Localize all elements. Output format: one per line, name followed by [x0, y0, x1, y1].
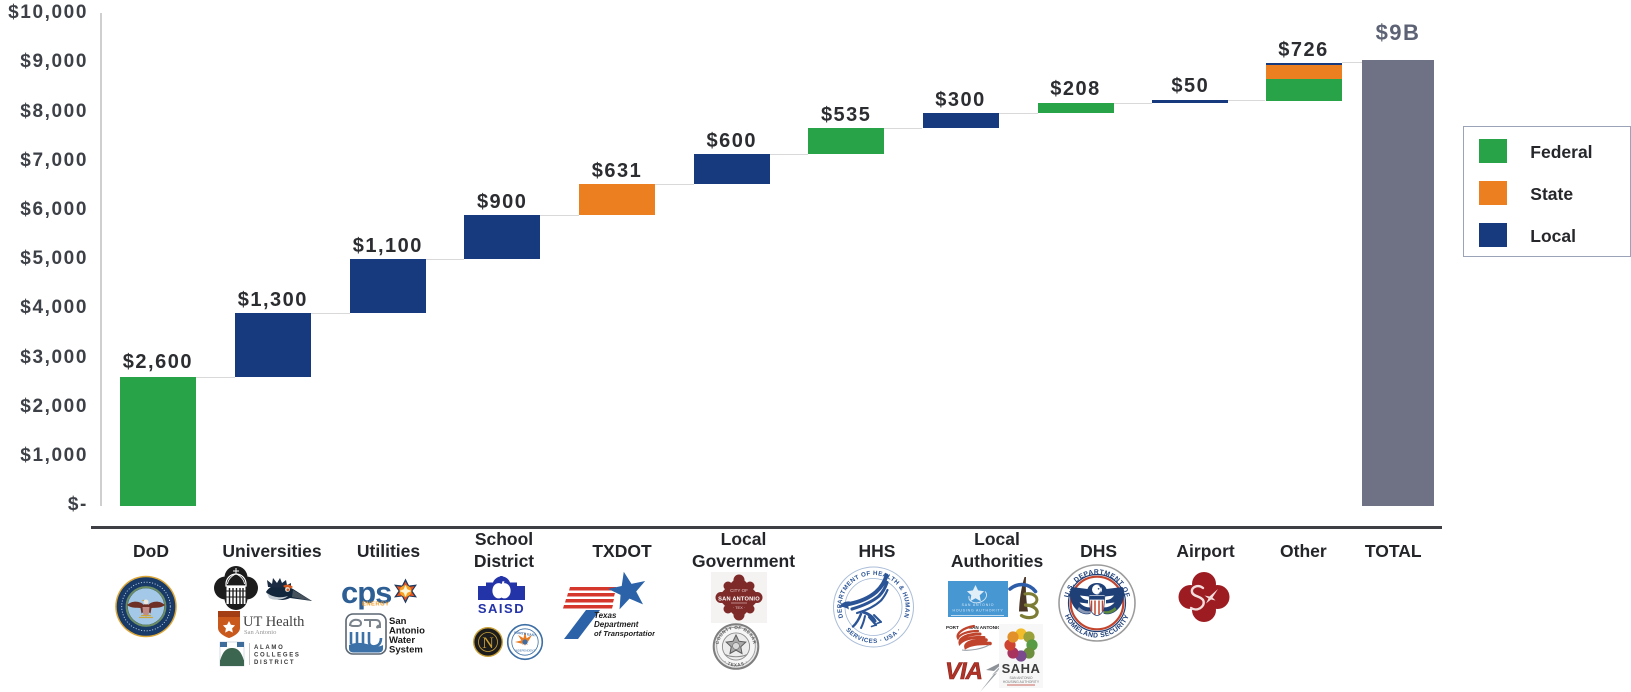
svg-text:DISTRICT: DISTRICT: [254, 660, 295, 666]
svg-text:Texas: Texas: [594, 611, 617, 620]
svg-text:PORT: PORT: [946, 625, 959, 630]
svg-text:San Antonio: San Antonio: [244, 629, 276, 636]
svg-text:· TEX ·: · TEX ·: [733, 605, 746, 610]
svg-text:SAISD: SAISD: [478, 601, 525, 616]
svg-text:cps: cps: [341, 576, 391, 610]
svg-text:HOUSING AUTHORITY: HOUSING AUTHORITY: [1003, 680, 1040, 684]
svg-text:INDEPENDENT: INDEPENDENT: [515, 649, 535, 653]
svg-text:SAN ANTONIO: SAN ANTONIO: [962, 603, 995, 607]
svg-text:HOUSING AUTHORITY: HOUSING AUTHORITY: [953, 609, 1004, 613]
svg-text:of Transportation: of Transportation: [594, 629, 655, 638]
svg-text:ALAMO: ALAMO: [254, 645, 285, 651]
svg-text:System: System: [389, 645, 423, 656]
svg-text:San: San: [389, 616, 407, 627]
svg-text:SAN ANTONIO: SAN ANTONIO: [718, 597, 760, 603]
svg-text:SAN ANTONIO: SAN ANTONIO: [969, 625, 1001, 630]
svg-text:N: N: [482, 635, 494, 652]
svg-text:Antonio: Antonio: [389, 626, 425, 637]
svg-text:· TEXAS ·: · TEXAS ·: [723, 659, 749, 668]
svg-text:CITY OF: CITY OF: [730, 588, 748, 593]
svg-text:SAHA: SAHA: [1002, 661, 1041, 676]
svg-text:ENERGY: ENERGY: [362, 602, 389, 608]
svg-text:NORTH EAST: NORTH EAST: [514, 630, 537, 637]
svg-text:Department: Department: [594, 620, 639, 629]
svg-text:VIA: VIA: [945, 658, 982, 685]
svg-text:COLLEGES: COLLEGES: [254, 653, 301, 659]
svg-text:SAN ANTONIO: SAN ANTONIO: [1009, 676, 1032, 680]
svg-text:Water: Water: [389, 635, 415, 646]
svg-text:UT Health: UT Health: [243, 614, 305, 630]
